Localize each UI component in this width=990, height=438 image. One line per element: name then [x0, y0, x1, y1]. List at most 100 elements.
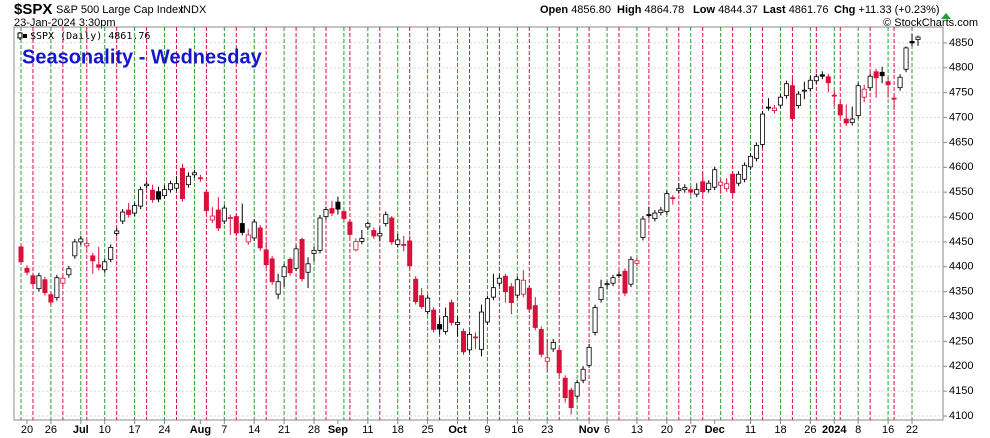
x-tick-label: 24	[158, 424, 170, 436]
candle-body	[245, 234, 251, 243]
quote-label: Last	[763, 4, 786, 16]
candle-body	[233, 216, 239, 234]
candle-body	[496, 277, 502, 284]
candle-body	[455, 322, 461, 325]
candle-body	[150, 189, 156, 201]
x-tick-label: 20	[21, 424, 33, 436]
x-tick-label: Sep	[328, 424, 348, 436]
x-tick-label: 10	[99, 424, 111, 436]
x-tick-label: Aug	[190, 424, 211, 436]
quote-item: Last 4861.76	[763, 4, 828, 16]
candle-body	[580, 368, 586, 381]
candle-body	[323, 209, 329, 217]
candle-body	[724, 183, 730, 190]
x-tick-label: 26	[45, 424, 57, 436]
candle-body	[341, 211, 347, 219]
y-tick-label: 4700	[949, 111, 973, 123]
candle-body	[203, 191, 209, 211]
plot-frame	[13, 26, 944, 421]
candle-body	[586, 346, 592, 366]
candle-body	[96, 264, 102, 268]
candle-body	[305, 263, 311, 273]
candle-body	[855, 85, 861, 116]
candle-body	[293, 248, 299, 269]
legend-icon	[17, 32, 23, 39]
candle-body	[317, 217, 323, 251]
x-tick-label: 27	[685, 424, 697, 436]
candle-body	[742, 164, 748, 180]
candle-body	[604, 283, 610, 286]
candle-body	[718, 181, 724, 186]
candle-body	[771, 107, 777, 111]
candle-body	[365, 223, 371, 228]
x-tick-label: 14	[248, 424, 260, 436]
candle-body	[760, 113, 766, 145]
candle-body	[825, 76, 831, 84]
candle-body	[156, 191, 162, 200]
quote-value: 4861.76	[789, 4, 829, 16]
quote-value: 4864.78	[645, 4, 685, 16]
candle-body	[383, 214, 389, 224]
candle-body	[640, 218, 646, 238]
candle-body	[700, 181, 706, 193]
candle-body	[353, 241, 359, 251]
candle-body	[173, 183, 179, 189]
candle-body	[108, 246, 114, 260]
candle-body	[706, 182, 712, 191]
chart-title: Seasonality - Wednesday	[22, 46, 263, 68]
y-tick-label: 4300	[949, 310, 973, 322]
quote-value: 4844.37	[718, 4, 758, 16]
candle-body	[736, 173, 742, 184]
candle-body	[801, 89, 807, 92]
candle-body	[915, 36, 921, 40]
candle-body	[777, 96, 783, 106]
legend: $SPX (Daily) 4861.76	[30, 31, 150, 42]
candle-body	[873, 71, 879, 79]
y-tick-label: 4500	[949, 211, 973, 223]
candle-body	[682, 187, 688, 191]
exchange: INDX	[180, 4, 207, 16]
grid	[14, 42, 943, 417]
candle-body	[783, 83, 789, 97]
candle-body	[132, 205, 138, 214]
candle-body	[520, 279, 526, 295]
candle-body	[114, 230, 120, 234]
candle-body	[30, 275, 36, 285]
copyright: © StockCharts.com	[883, 17, 978, 29]
candle-body	[622, 270, 628, 294]
candle-body	[144, 183, 150, 187]
candle-body	[126, 209, 132, 215]
candle-body	[610, 277, 616, 284]
candle-body	[66, 268, 72, 276]
candle-body	[754, 144, 760, 159]
y-tick-label: 4600	[949, 161, 973, 173]
symbol: $SPX	[14, 1, 52, 18]
x-tick-label: Nov	[579, 424, 601, 436]
candle-body	[162, 189, 168, 197]
candle-body	[209, 215, 215, 221]
candle-body	[42, 279, 48, 294]
candle-body	[425, 297, 431, 312]
candle-body	[532, 305, 538, 328]
candle-body	[514, 279, 520, 296]
candle-body	[335, 201, 341, 210]
candle-body	[24, 267, 30, 273]
candle-body	[443, 316, 449, 332]
candle-body	[449, 302, 455, 323]
quote-item: Low 4844.37	[693, 4, 758, 16]
x-tick-label: Dec	[705, 424, 725, 436]
legend-icon	[23, 34, 27, 38]
candle-body	[843, 118, 849, 124]
candle-body	[903, 47, 909, 70]
x-tick-label: 26	[804, 424, 816, 436]
candle-body	[472, 336, 478, 339]
candle-body	[478, 311, 484, 350]
candle-body	[867, 75, 873, 89]
candle-body	[694, 189, 700, 195]
candle-body	[544, 357, 550, 362]
quote-label: Chg	[834, 4, 855, 16]
x-tick-label: 9	[484, 424, 490, 436]
x-tick-label: 18	[392, 424, 404, 436]
candle-body	[395, 239, 401, 245]
y-tick-label: 4250	[949, 335, 973, 347]
